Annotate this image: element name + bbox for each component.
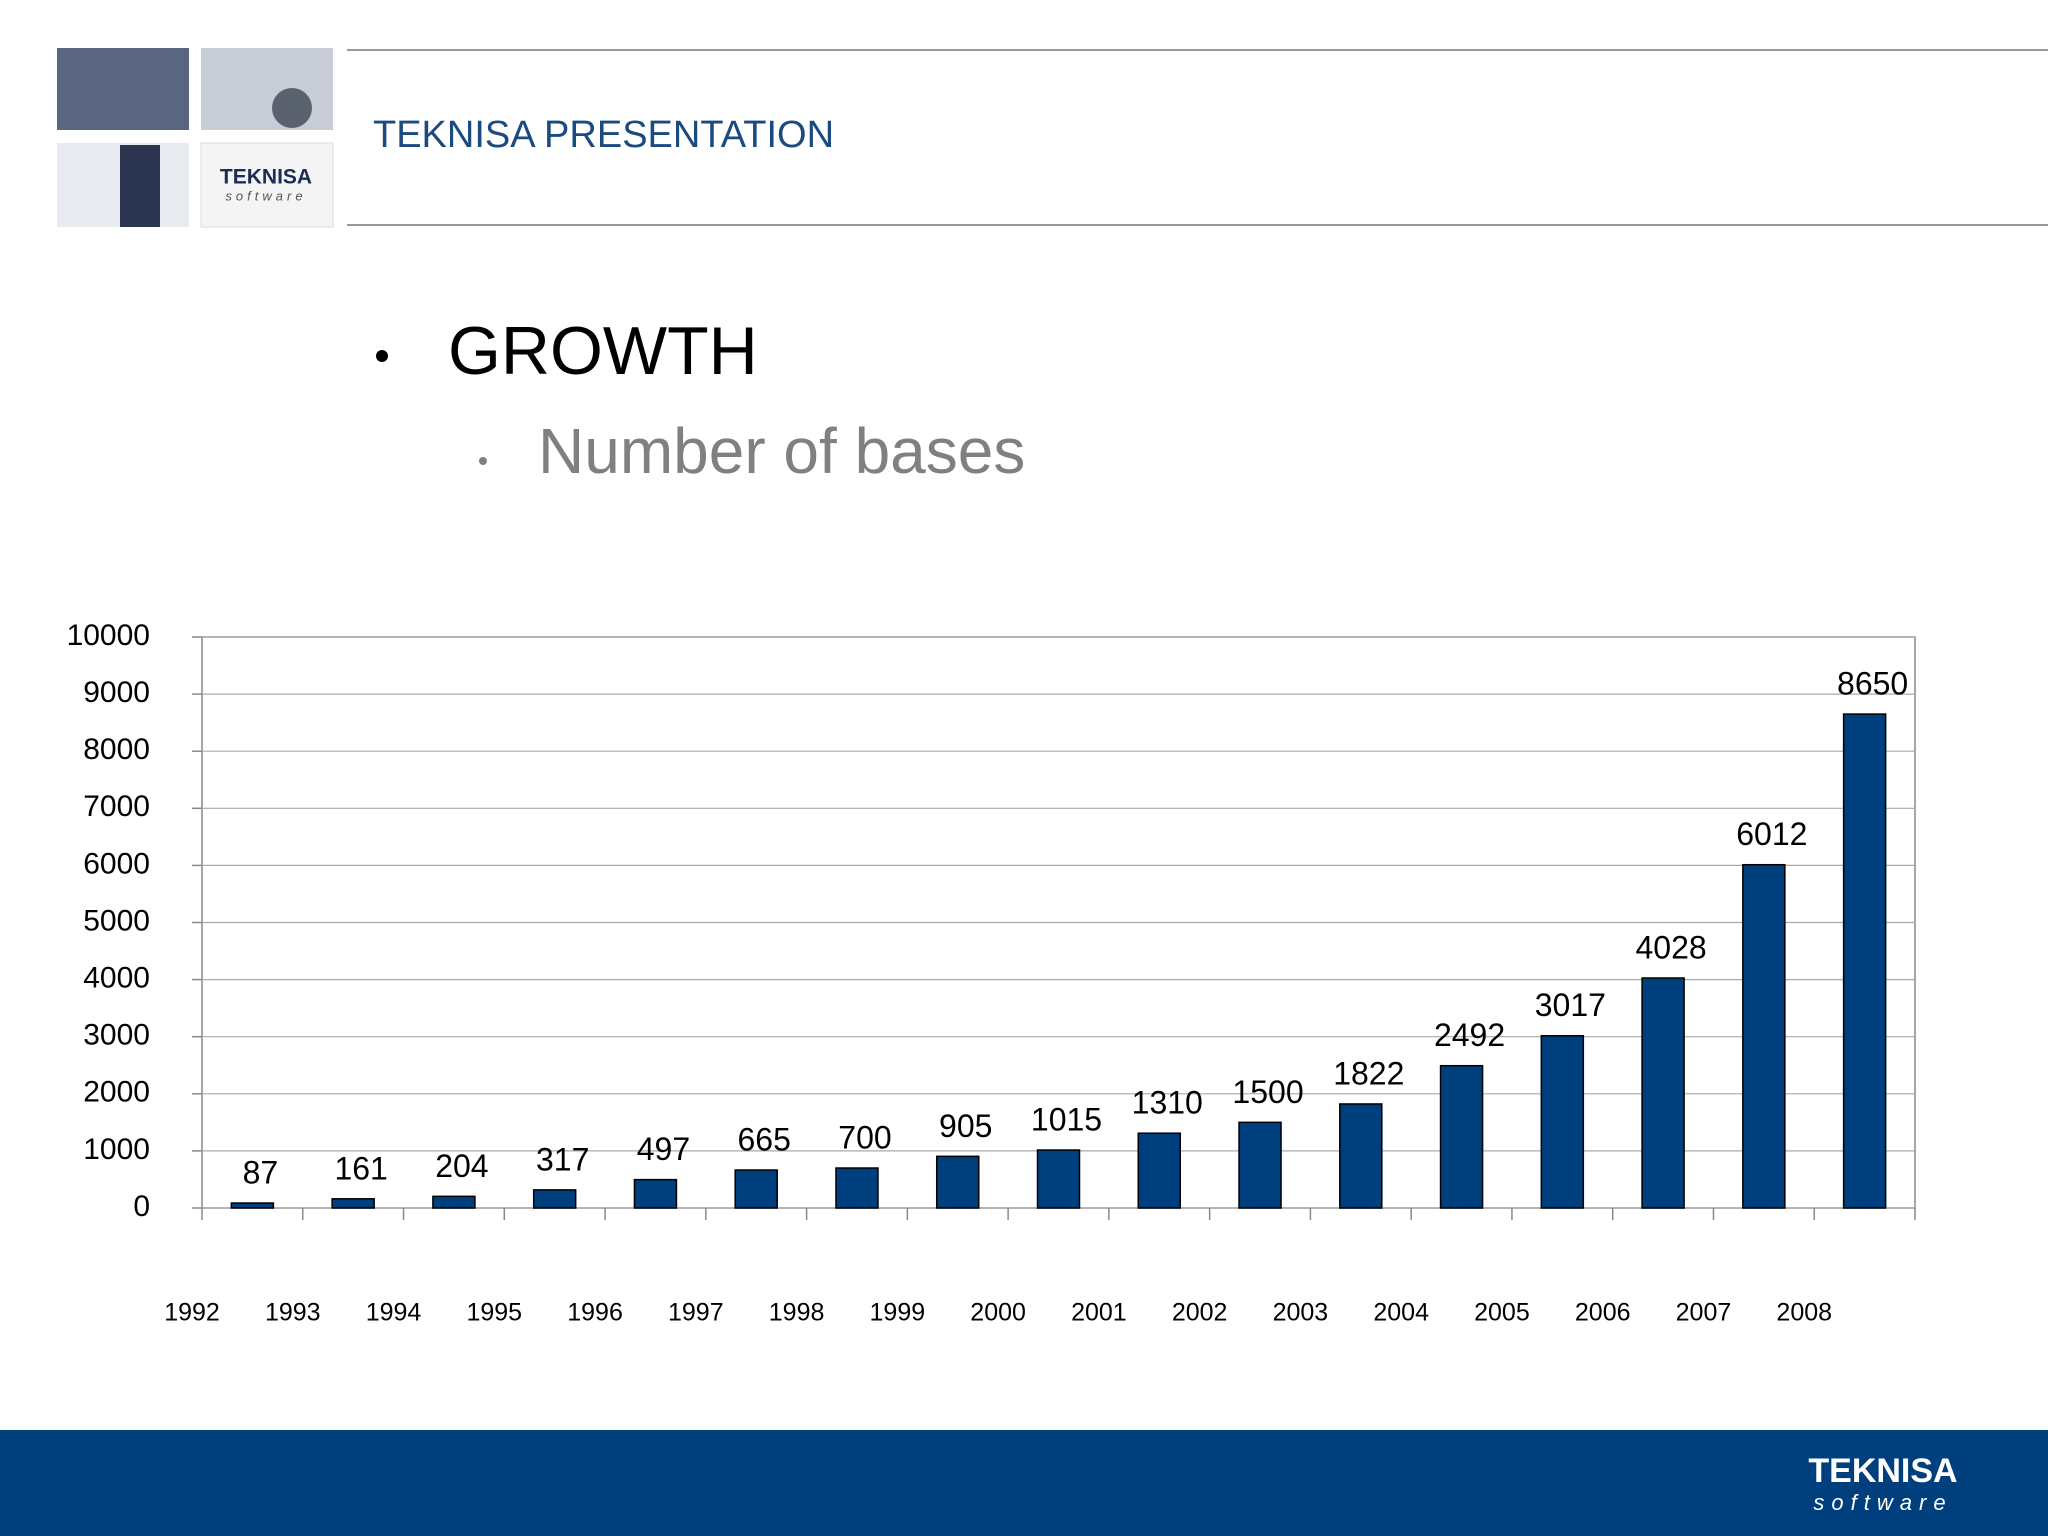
y-tick-label: 6000	[83, 847, 150, 880]
slide-title: TEKNISA PRESENTATION	[373, 114, 834, 156]
bar	[835, 1167, 879, 1209]
x-tick-label: 1992	[164, 1299, 220, 1327]
value-label: 317	[536, 1141, 589, 1177]
value-label: 3017	[1535, 987, 1606, 1023]
value-label: 161	[334, 1150, 387, 1186]
logo-tagline: software	[225, 188, 306, 203]
bar	[734, 1169, 778, 1209]
bullet	[376, 350, 388, 362]
y-tick-label: 9000	[83, 676, 150, 709]
bar	[1439, 1064, 1484, 1209]
y-tick-label: 4000	[83, 962, 150, 995]
x-tick-label: 1993	[265, 1299, 321, 1327]
x-tick-label: 2000	[970, 1299, 1026, 1327]
x-tick-label: 2002	[1172, 1299, 1228, 1327]
bar	[532, 1189, 577, 1209]
x-tick-label: 1994	[366, 1299, 422, 1327]
logo-tile	[200, 142, 334, 228]
bullet-text: GROWTH	[448, 313, 758, 389]
x-tick-label: 1999	[870, 1299, 926, 1327]
y-tick-label: 3000	[83, 1019, 150, 1052]
bullet-text: Number of bases	[538, 415, 1025, 487]
value-label: 665	[738, 1121, 791, 1157]
value-label: 6012	[1736, 816, 1807, 852]
y-tick-label: 8000	[83, 733, 150, 766]
photo-figure	[120, 145, 160, 227]
x-tick-label: 2003	[1273, 1299, 1329, 1327]
value-label: 700	[838, 1119, 891, 1155]
x-tick-label: 2004	[1373, 1299, 1429, 1327]
bullet	[479, 457, 487, 465]
value-label: 1822	[1333, 1055, 1404, 1091]
bar	[432, 1195, 476, 1209]
value-label: 204	[435, 1148, 488, 1184]
globe-icon	[272, 88, 312, 128]
y-tick-label: 1000	[83, 1133, 150, 1166]
x-tick-label: 2008	[1776, 1299, 1832, 1327]
photo-tile	[201, 48, 333, 130]
bar	[633, 1178, 678, 1209]
value-label: 8650	[1837, 666, 1908, 702]
value-label: 1500	[1232, 1074, 1303, 1110]
y-tick-label: 7000	[83, 790, 150, 823]
bar	[1641, 977, 1685, 1209]
x-tick-label: 2005	[1474, 1299, 1530, 1327]
bar	[1036, 1149, 1081, 1209]
photo-tile	[57, 48, 189, 130]
y-tick-label: 10000	[67, 619, 150, 652]
footer-band	[0, 1430, 2048, 1536]
x-tick-label: 1996	[567, 1299, 623, 1327]
bar	[331, 1198, 375, 1209]
x-tick-label: 2001	[1071, 1299, 1127, 1327]
value-label: 905	[939, 1108, 992, 1144]
value-label: 2492	[1434, 1017, 1505, 1053]
bar	[1238, 1121, 1282, 1209]
x-tick-label: 2007	[1676, 1299, 1732, 1327]
y-tick-label: 5000	[83, 904, 150, 937]
footer-logo-name: TEKNISA	[1808, 1452, 1957, 1490]
value-label: 1310	[1132, 1085, 1203, 1121]
logo-name: TEKNISA	[220, 166, 312, 189]
bar	[1339, 1103, 1383, 1209]
value-label: 497	[637, 1131, 690, 1167]
bar	[1540, 1034, 1585, 1209]
y-tick-label: 0	[133, 1190, 150, 1223]
x-tick-label: 2006	[1575, 1299, 1631, 1327]
bar	[1137, 1132, 1182, 1209]
bar	[1742, 863, 1786, 1209]
value-label: 4028	[1635, 929, 1706, 965]
x-tick-label: 1998	[769, 1299, 825, 1327]
bar	[1842, 713, 1887, 1209]
footer-logo-tagline: software	[1813, 1490, 1952, 1515]
bar	[230, 1202, 275, 1209]
value-label: 87	[243, 1154, 279, 1190]
value-label: 1015	[1031, 1101, 1102, 1137]
bar	[935, 1155, 980, 1209]
x-tick-label: 1997	[668, 1299, 724, 1327]
y-tick-label: 2000	[83, 1076, 150, 1109]
x-tick-label: 1995	[466, 1299, 522, 1327]
